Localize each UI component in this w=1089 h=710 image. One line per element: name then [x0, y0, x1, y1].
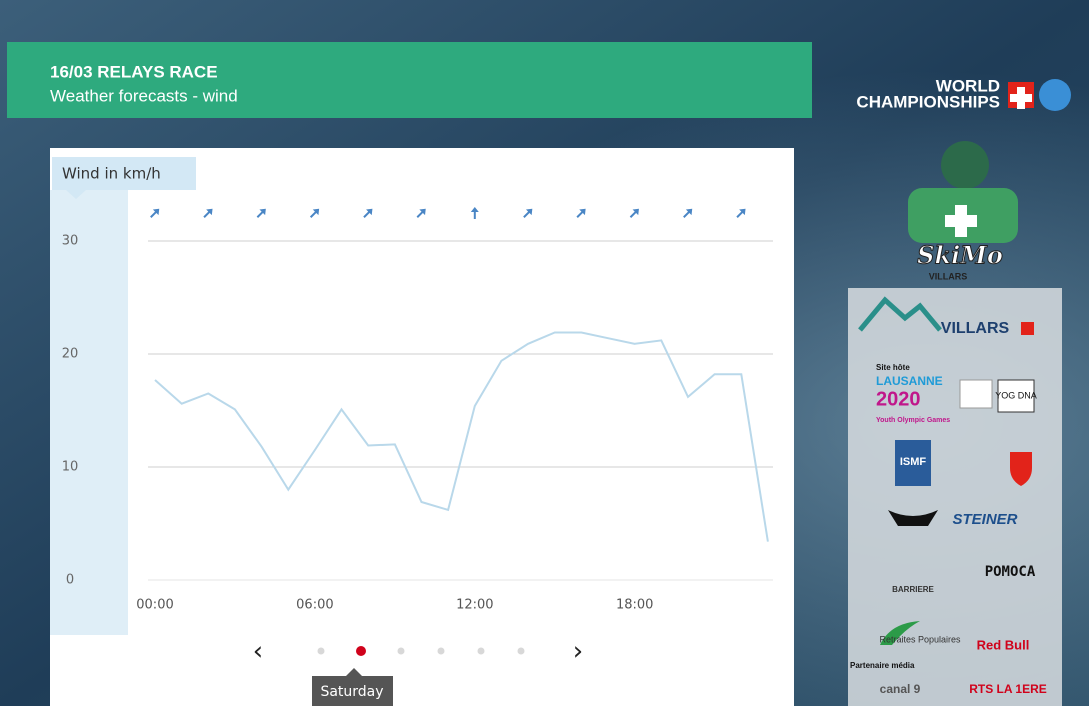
sponsor-redbull: Red Bull — [977, 637, 1030, 652]
y-tick-label: 10 — [62, 460, 79, 475]
header-subtitle: Weather forecasts - wind — [50, 86, 238, 105]
pager-prev[interactable]: ‹ — [253, 637, 263, 667]
pager-dot[interactable] — [318, 648, 325, 655]
event-logo-head — [941, 141, 989, 189]
pager-dot[interactable] — [478, 648, 485, 655]
event-logo-name: SkiMo — [917, 241, 1003, 270]
sponsor-host-label: Site hôte — [876, 363, 910, 372]
sponsor-host: VILLARS — [941, 320, 1010, 337]
y-tick-label: 20 — [62, 347, 79, 362]
pager-dot[interactable] — [438, 648, 445, 655]
x-tick-label: 00:00 — [136, 598, 173, 613]
sponsor-media-label: Partenaire média — [850, 661, 915, 670]
pager-next[interactable]: › — [573, 637, 583, 667]
y-axis-label: Wind in km/h — [62, 165, 161, 183]
event-logo-place: VILLARS — [929, 271, 968, 281]
sponsor-lausanne: LAUSANNE — [876, 374, 943, 388]
slide: 16/03 RELAYS RACE Weather forecasts - wi… — [0, 0, 1089, 706]
brand-globe — [1039, 79, 1071, 111]
sponsor-canal: canal 9 — [880, 682, 921, 696]
olympic-box — [960, 380, 992, 408]
y-tick-label: 0 — [66, 573, 74, 588]
pager-dot[interactable] — [356, 646, 366, 656]
sponsor-steiner: STEINER — [952, 511, 1017, 528]
sponsor-ismf: ISMF — [900, 456, 927, 468]
pager-dot[interactable] — [518, 648, 525, 655]
x-tick-label: 18:00 — [616, 598, 653, 613]
villars-flag — [1021, 322, 1034, 335]
x-tick-label: 12:00 — [456, 598, 493, 613]
sponsor-year: 2020 — [876, 388, 921, 410]
sponsor-retraites: Retraites Populaires — [879, 634, 961, 644]
sponsor-barriere: BARRIERE — [892, 585, 934, 594]
header-title: 16/03 RELAYS RACE — [50, 62, 218, 81]
sponsor-yog: Youth Olympic Games — [876, 417, 950, 424]
sponsor-rts: RTS LA 1ERE — [969, 682, 1047, 696]
chart-panel — [50, 148, 794, 706]
sponsor-pomoca: POMOCA — [985, 564, 1036, 580]
y-axis-band — [50, 190, 128, 635]
pager-dot[interactable] — [398, 648, 405, 655]
brand-line: CHAMPIONSHIPS — [856, 92, 1000, 111]
x-tick-label: 06:00 — [296, 598, 333, 613]
y-tick-label: 30 — [62, 234, 79, 249]
day-label: Saturday — [320, 684, 383, 700]
sponsor-yog-dna: YOG DNA — [995, 390, 1037, 400]
